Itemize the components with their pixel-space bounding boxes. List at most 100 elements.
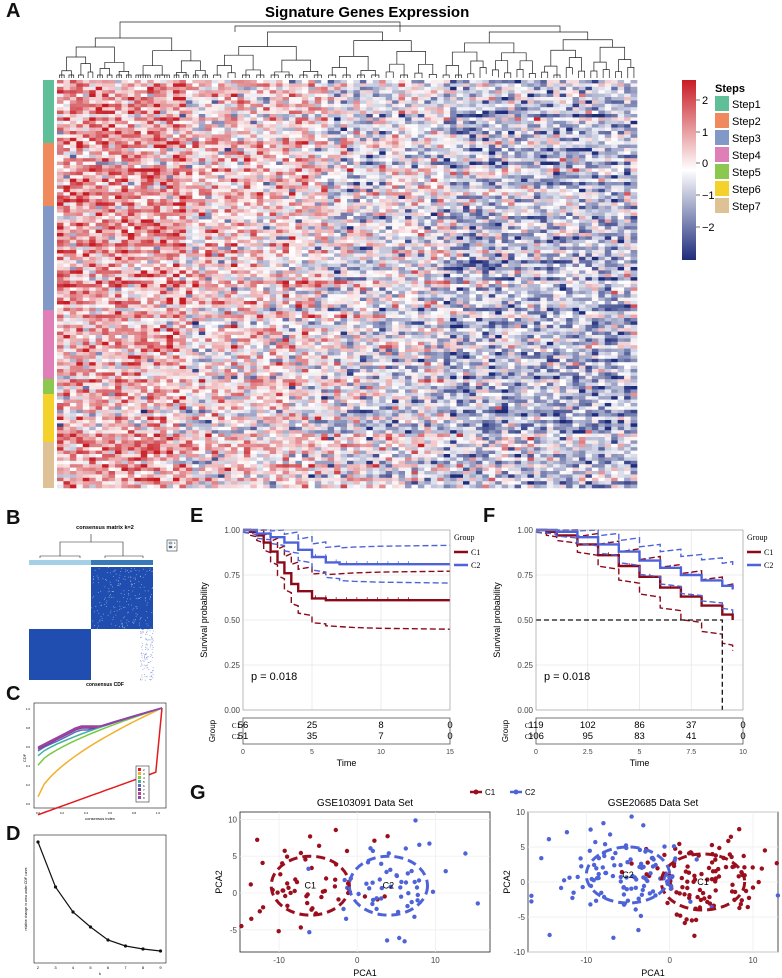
pca-point-C2: [591, 878, 596, 883]
cdf-xtick: 0.8: [132, 811, 137, 815]
pca-point-C2: [413, 818, 418, 823]
pca-point-C2: [599, 890, 604, 895]
steps-legend-label: Step5: [732, 167, 761, 179]
pca-point-C1: [677, 850, 683, 855]
km-legend-label: C1: [764, 548, 773, 557]
colorbar-tick: −1: [702, 190, 715, 202]
pca-point-C2: [406, 891, 411, 896]
pca-point-C2: [694, 857, 699, 862]
pca-point-C1: [275, 890, 280, 895]
cdf-legend-label: 6: [143, 784, 145, 788]
pca-point-C1: [717, 845, 722, 851]
pca-point-C1: [746, 895, 752, 901]
pca-point-C2: [618, 874, 623, 880]
pca-xtick: 0: [355, 956, 360, 965]
pca-point-C2: [379, 861, 384, 866]
km-legend-label: C2: [471, 561, 480, 570]
pca-point-C2: [342, 877, 347, 883]
risk-table-group: C2: [232, 733, 241, 741]
pca-point-C1: [674, 890, 679, 895]
pca-ytick: 10: [516, 808, 525, 817]
delta-area-plot: relative change in area under CDF curve …: [24, 834, 167, 976]
pca-point-C1: [294, 879, 300, 885]
pca-point-C1: [737, 905, 742, 911]
pca-point-C1: [239, 923, 244, 929]
pca-point-C2: [601, 821, 606, 826]
pca-point-C2: [547, 932, 552, 938]
pca-point-C1: [284, 854, 290, 859]
pca-point-C1: [644, 872, 649, 877]
pca-point-C2: [594, 876, 600, 881]
cdf-legend-swatch: [138, 792, 141, 795]
colorbar-tick: −2: [702, 222, 715, 234]
pca-point-C2: [610, 873, 616, 879]
pca-point-C2: [341, 906, 346, 912]
km-ci-lower-C1: [242, 531, 451, 630]
pca-point-C1: [332, 884, 338, 889]
risk-table-value: 37: [686, 720, 697, 731]
pca-xtick: 0: [667, 956, 672, 965]
pca-point-C2: [575, 874, 580, 880]
pca-point-C2: [416, 878, 422, 883]
cdf-xtick: 0.4: [84, 811, 89, 815]
pca-point-C1: [739, 898, 744, 903]
pca-point-C1: [679, 875, 684, 881]
pca-point-C2: [567, 875, 572, 880]
step-bar-1: [43, 80, 54, 143]
risk-table-value: 106: [528, 731, 544, 742]
cluster-block-2: [91, 567, 153, 629]
risk-table-value: 51: [238, 731, 249, 742]
pca-point-C2: [630, 874, 635, 879]
pca-title: GSE20685 Data Set: [608, 798, 699, 809]
delta-point: [106, 938, 110, 942]
pca-point-C2: [379, 885, 384, 891]
pca-point-C1: [705, 899, 710, 905]
pca-point-C1: [713, 853, 718, 858]
steps-legend-title: Steps: [715, 83, 745, 95]
pca-point-C1: [692, 933, 697, 938]
pca-point-C1: [310, 906, 315, 911]
km-ytick: 1.00: [224, 526, 240, 535]
pca-point-C1: [671, 863, 677, 869]
cdf-legend-label: 2: [143, 768, 145, 772]
pca-point-C2: [403, 846, 408, 851]
risk-table-value: 102: [580, 720, 596, 731]
consensus-cdf-title: consensus CDF: [86, 682, 124, 688]
cdf-legend-label: 3: [143, 772, 145, 776]
pca-point-C2: [633, 885, 638, 890]
risk-table-group: C1: [525, 722, 534, 730]
pca-point-C1: [336, 897, 341, 902]
pca-point-C2: [398, 885, 403, 890]
pca-ellipse-C1: [269, 854, 351, 917]
pca-centroid-label: C2: [383, 881, 395, 891]
km-ytick: 0.00: [224, 706, 240, 715]
pca-point-C1: [689, 918, 695, 923]
pca-ylabel: PCA2: [214, 870, 224, 894]
pca-point-C1: [665, 900, 670, 906]
pca-point-C2: [624, 887, 629, 892]
steps-legend-label: Step7: [732, 201, 761, 213]
pca-point-C1: [682, 892, 687, 897]
pca-point-C1: [741, 853, 746, 859]
pca-point-C2: [600, 865, 605, 870]
pca-point-C2: [588, 827, 593, 832]
pca-point-C2: [370, 897, 376, 903]
pca-point-C1: [693, 917, 699, 923]
pca-point-C1: [316, 843, 322, 848]
km-ytick: 0.00: [517, 706, 533, 715]
pca-point-C1: [281, 888, 286, 893]
pca-point-C2: [610, 856, 615, 861]
pca-point-C2: [633, 907, 638, 912]
pca-point-C2: [649, 855, 655, 861]
pca-point-C2: [618, 879, 623, 884]
cdf-ylabel: CDF: [22, 753, 27, 762]
pca-point-C1: [249, 916, 254, 921]
delta-xtick: 2: [37, 965, 40, 970]
risk-table-value: 95: [582, 731, 593, 742]
pca-point-C1: [298, 850, 304, 856]
pca-point-C2: [539, 856, 544, 861]
pca-point-C2: [343, 916, 349, 921]
pca-point-C2: [641, 875, 646, 880]
pca-point-C1: [687, 895, 692, 901]
pca-centroid-label: C1: [697, 877, 709, 887]
